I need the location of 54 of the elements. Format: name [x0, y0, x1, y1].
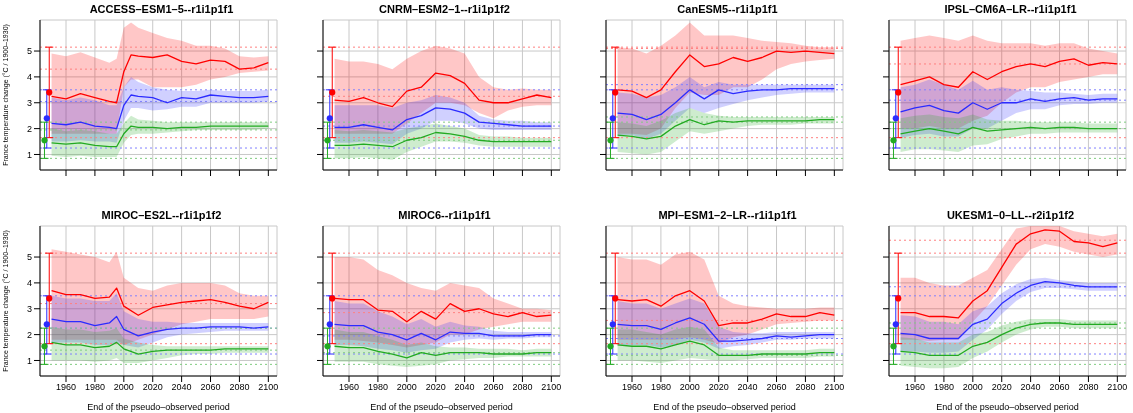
x-tick-label: 2040	[1020, 382, 1041, 393]
y-tick-label: 1	[26, 355, 32, 366]
x-tick-label: 2080	[795, 382, 816, 393]
x-tick-label: 2060	[483, 382, 504, 393]
y-tick-label: 1	[26, 149, 32, 160]
x-axis-title: End of the pseudo–observed period	[653, 402, 796, 412]
x-tick-label: 2020	[708, 382, 729, 393]
y-tick-label: 3	[26, 303, 32, 314]
x-tick-label: 2080	[1078, 382, 1099, 393]
y-tick-label: 2	[26, 329, 32, 340]
x-tick-label: 2040	[737, 382, 758, 393]
x-tick-label: 2080	[229, 382, 250, 393]
x-axis-title: End of the pseudo–observed period	[370, 402, 513, 412]
x-tick-label: 2060	[200, 382, 221, 393]
x-tick-label: 2060	[766, 382, 787, 393]
x-tick-label: 1960	[56, 382, 77, 393]
x-tick-label: 1960	[622, 382, 643, 393]
x-tick-label: 2100	[1107, 382, 1128, 393]
x-axis-title: End of the pseudo–observed period	[87, 402, 230, 412]
x-tick-label: 2100	[541, 382, 562, 393]
chart-title: MPI–ESM1–2–LR--r1i1p1f1	[657, 208, 798, 223]
x-tick-label: 1960	[905, 382, 926, 393]
y-tick-label: 4	[26, 72, 32, 83]
x-tick-label: 2020	[425, 382, 446, 393]
y-tick-label: 5	[26, 46, 32, 57]
x-tick-label: 2040	[454, 382, 475, 393]
chart-title: IPSL–CM6A–LR--r1i1p1f1	[943, 2, 1078, 17]
x-tick-label: 2020	[991, 382, 1012, 393]
chart-title: MIROC6--r1i1p1f1	[397, 208, 492, 223]
x-tick-label: 1980	[650, 382, 671, 393]
chart-title: CNRM–ESM2–1--r1i1p1f2	[378, 2, 511, 17]
x-tick-label: 2080	[512, 382, 533, 393]
x-tick-label: 2000	[679, 382, 700, 393]
chart-title: MIROC–ES2L--r1i1p1f2	[100, 208, 223, 223]
x-tick-label: 2020	[142, 382, 163, 393]
x-tick-label: 2100	[824, 382, 845, 393]
x-tick-label: 2000	[113, 382, 134, 393]
y-tick-label: 3	[26, 97, 32, 108]
x-tick-label: 2100	[258, 382, 279, 393]
chart-title: UKESM1–0–LL--r2i1p1f2	[945, 208, 1076, 223]
x-axis-title: End of the pseudo–observed period	[936, 402, 1079, 412]
y-tick-label: 2	[26, 123, 32, 134]
x-tick-label: 2000	[962, 382, 983, 393]
x-tick-label: 1980	[84, 382, 105, 393]
chart-title: CanESM5--r1i1p1f1	[676, 2, 779, 17]
y-tick-label: 4	[26, 278, 32, 289]
chart-title: ACCESS–ESM1–5--r1i1p1f1	[88, 2, 235, 17]
x-tick-label: 1980	[367, 382, 388, 393]
y-tick-label: 5	[26, 252, 32, 263]
x-tick-label: 2000	[396, 382, 417, 393]
x-tick-label: 2060	[1049, 382, 1070, 393]
x-tick-label: 1980	[933, 382, 954, 393]
x-tick-label: 2040	[171, 382, 192, 393]
x-tick-label: 1960	[339, 382, 360, 393]
